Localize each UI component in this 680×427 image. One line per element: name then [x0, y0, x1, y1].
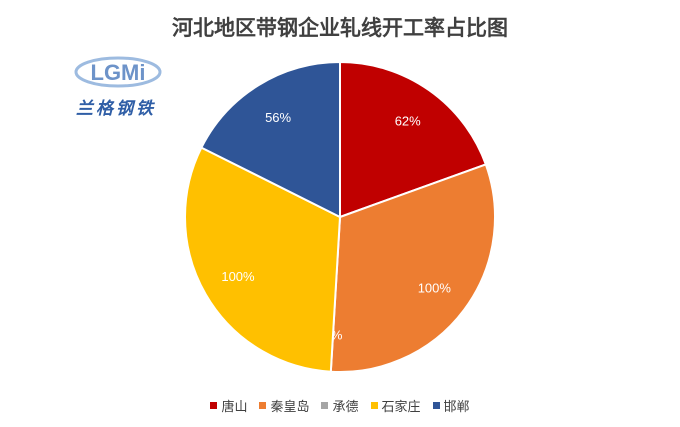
chart-title: 河北地区带钢企业轧线开工率占比图	[172, 15, 508, 40]
legend-item-2: 承德	[321, 396, 359, 415]
data-label-1: 100%	[418, 281, 452, 296]
legend-label-0: 唐山	[221, 400, 248, 415]
legend-swatch-4	[432, 402, 440, 409]
legend-swatch-3	[370, 402, 378, 409]
pie-slice-4	[200, 60, 341, 219]
legend-label-4: 邯郸	[443, 400, 470, 415]
legend-swatch-1	[259, 402, 267, 409]
lgmi-logo-icon: LGMi	[74, 56, 162, 88]
legend-swatch-0	[210, 402, 218, 409]
pie-slice-3	[184, 146, 342, 373]
legend-item-3: 石家庄	[370, 396, 421, 415]
data-label-0: 62%	[395, 114, 421, 129]
logo-subtitle: 兰格钢铁	[76, 99, 156, 119]
pie-slice-1	[329, 163, 496, 373]
legend-item-1: 秦皇岛	[259, 396, 309, 415]
legend-label-3: 石家庄	[381, 400, 421, 415]
data-label-3: 100%	[221, 269, 255, 284]
legend-swatch-2	[321, 402, 329, 409]
data-label-4: 56%	[265, 110, 291, 125]
legend-label-2: 承德	[332, 400, 359, 415]
legend-label-1: 秦皇岛	[270, 400, 310, 415]
legend-item-4: 邯郸	[432, 396, 470, 415]
logo-mark: LGMi	[91, 60, 146, 85]
legend: 唐山 秦皇岛 承德 石家庄 邯郸	[0, 396, 680, 415]
pie-slice-0	[339, 60, 488, 219]
legend-item-0: 唐山	[210, 396, 247, 415]
